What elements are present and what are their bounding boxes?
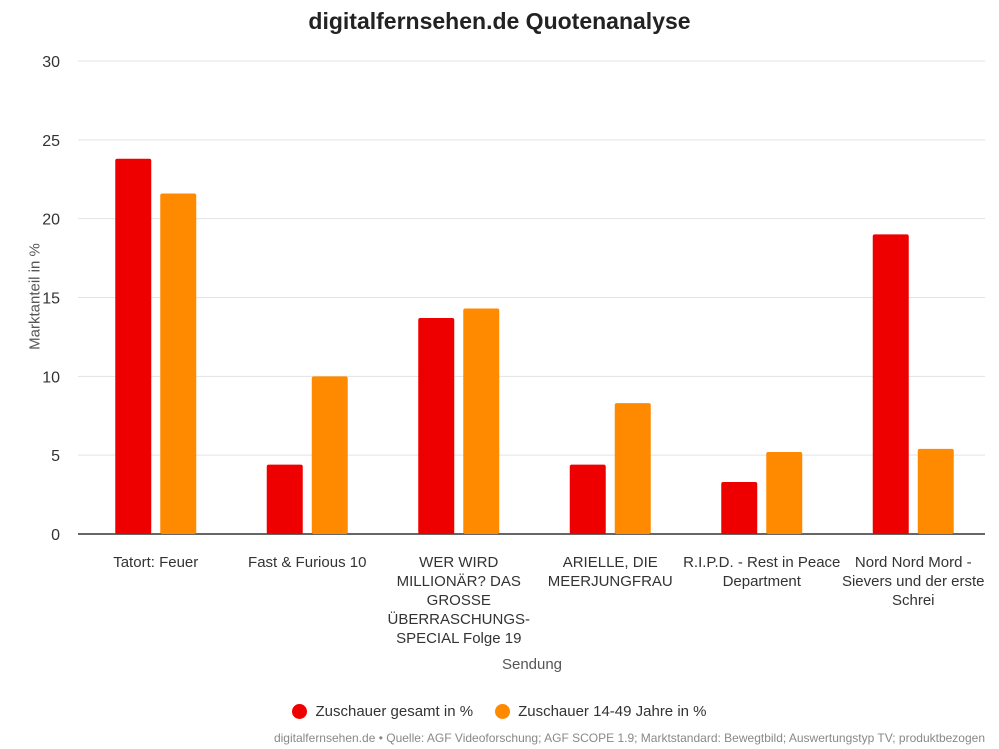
x-tick-label: Tatort: Feuer — [113, 554, 199, 571]
y-tick-label: 30 — [42, 54, 60, 71]
bar-gesamt[interactable] — [569, 464, 606, 534]
legend-item-14-49[interactable]: Zuschauer 14-49 Jahre in % — [495, 703, 707, 720]
y-tick-label: 15 — [42, 291, 60, 308]
x-tick-label: ARIELLE, DIE MEERJUNGFRAU — [547, 554, 673, 590]
x-tick-label: Fast & Furious 10 — [248, 554, 367, 571]
chart-title: digitalfernsehen.de Quotenanalyse — [308, 8, 691, 34]
bar-14-49[interactable] — [160, 193, 197, 534]
y-tick-label: 10 — [42, 369, 60, 386]
bar-gesamt[interactable] — [418, 317, 455, 534]
legend-label-14-49: Zuschauer 14-49 Jahre in % — [518, 703, 707, 720]
x-tick-label: Nord Nord Mord - Sievers und der erste S… — [841, 554, 985, 609]
y-tick-label: 20 — [42, 212, 60, 229]
legend-item-gesamt[interactable]: Zuschauer gesamt in % — [292, 703, 473, 720]
x-axis-label: Sendung — [501, 656, 563, 673]
bar-14-49[interactable] — [311, 376, 348, 534]
bar-14-49[interactable] — [463, 308, 500, 534]
legend: Zuschauer gesamt in % Zuschauer 14-49 Ja… — [0, 703, 999, 720]
legend-label-gesamt: Zuschauer gesamt in % — [315, 703, 474, 720]
gridlines — [78, 60, 985, 535]
bar-gesamt[interactable] — [115, 158, 152, 534]
bar-gesamt[interactable] — [872, 234, 909, 534]
bar-gesamt[interactable] — [266, 464, 303, 534]
bar-14-49[interactable] — [614, 403, 651, 534]
x-tick-label: R.I.P.D. - Rest in Peace Department — [683, 554, 841, 590]
y-tick-labels: 0 5 10 15 20 25 30 — [42, 54, 60, 544]
y-axis-label: Marktanteil in % — [26, 243, 44, 350]
bar-gesamt[interactable] — [721, 481, 758, 534]
bars — [115, 158, 954, 534]
legend-swatch-14-49 — [495, 704, 511, 719]
x-tick-label: WER WIRD MILLIONÄR? DAS GROSSE ÜBERRASCH… — [387, 554, 530, 647]
bar-14-49[interactable] — [766, 452, 803, 534]
bar-14-49[interactable] — [917, 448, 954, 534]
legend-swatch-gesamt — [292, 704, 308, 719]
source-note: digitalfernsehen.de • Quelle: AGF Videof… — [273, 731, 985, 745]
y-tick-label: 25 — [42, 133, 60, 150]
y-tick-label: 5 — [51, 448, 60, 465]
y-tick-label: 0 — [51, 527, 60, 544]
